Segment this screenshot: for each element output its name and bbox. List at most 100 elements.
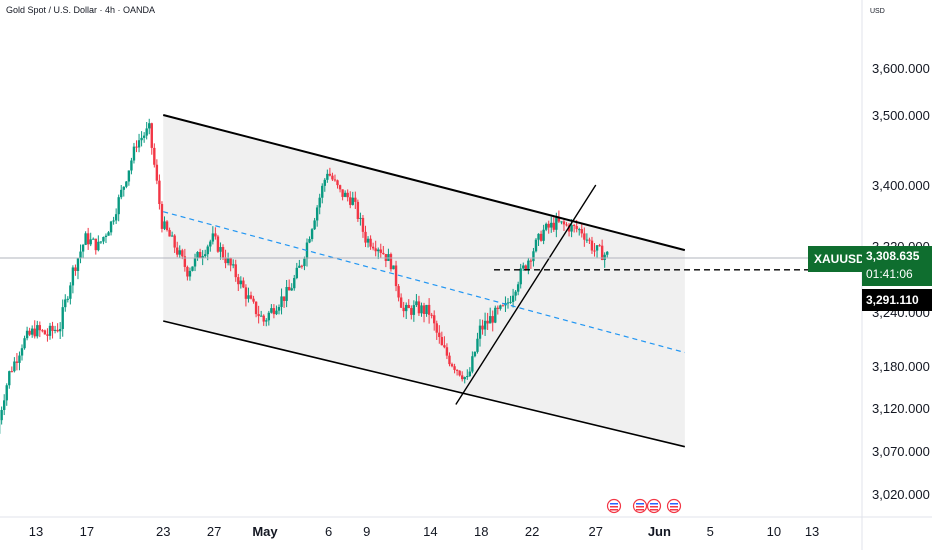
- candle-body: [572, 225, 576, 227]
- candle-body: [181, 250, 184, 257]
- candle-body: [89, 239, 92, 245]
- last-price-tag[interactable]: 3,308.635 01:41:06: [862, 246, 932, 286]
- candle-body: [346, 192, 349, 198]
- time-tick-label: 22: [525, 524, 539, 539]
- candle-body: [524, 265, 528, 270]
- candle-body: [448, 355, 451, 365]
- candle-body: [440, 337, 444, 346]
- candle-body: [163, 221, 166, 229]
- time-tick-label: 5: [707, 524, 714, 539]
- candle-body: [117, 197, 120, 215]
- candle-body: [427, 304, 431, 315]
- candle-body: [5, 385, 8, 401]
- candle-body: [379, 249, 382, 253]
- candle-body: [25, 330, 29, 339]
- price-tick-label: 3,180.000: [872, 359, 930, 374]
- candle-body: [542, 229, 545, 241]
- currency-label: USD: [870, 8, 885, 15]
- candle-body: [120, 189, 123, 198]
- chart-title: Gold Spot / U.S. Dollar · 4h · OANDA: [6, 5, 156, 15]
- candle-body: [491, 316, 494, 323]
- candle-body: [532, 251, 535, 262]
- candle-body: [127, 170, 131, 182]
- candle-body: [46, 334, 49, 336]
- us-flag-icon: [666, 498, 682, 514]
- candle-body: [79, 251, 82, 259]
- time-tick-label: 14: [423, 524, 437, 539]
- candle-body: [560, 221, 563, 223]
- time-tick-label: 13: [805, 524, 819, 539]
- candle-body: [28, 330, 31, 335]
- candle-body: [405, 304, 408, 312]
- candle-body: [145, 128, 148, 136]
- candle-body: [323, 179, 326, 186]
- candle-body: [494, 307, 497, 323]
- price-tick-label: 3,120.000: [872, 401, 930, 416]
- candle-body: [242, 280, 245, 288]
- candle-body: [354, 197, 357, 202]
- candle-body: [247, 295, 250, 299]
- candle-body: [468, 371, 472, 376]
- candle-body: [76, 258, 80, 271]
- candle-body: [575, 226, 578, 230]
- candle-body: [471, 356, 474, 372]
- candle-body: [511, 295, 515, 302]
- line-price-tag[interactable]: 3,291.110: [862, 289, 932, 311]
- candle-body: [298, 265, 301, 268]
- candle-body: [153, 147, 156, 165]
- symbol-tag[interactable]: XAUUSD: [808, 246, 865, 272]
- candle-body: [555, 217, 558, 230]
- candle-body: [198, 252, 202, 259]
- candle-body: [150, 123, 153, 148]
- candle-body: [84, 233, 87, 245]
- candle-body: [216, 236, 220, 252]
- candle-body: [333, 179, 337, 181]
- candle-body: [514, 291, 517, 296]
- candle-body: [61, 307, 64, 329]
- candle-body: [509, 301, 512, 303]
- candle-body: [38, 325, 42, 331]
- channel-upper-line: [162, 114, 686, 252]
- candle-body: [463, 377, 466, 380]
- candle-body: [562, 221, 566, 225]
- candle-body: [478, 325, 482, 339]
- candle-body: [374, 248, 377, 252]
- candle-body: [534, 239, 538, 252]
- candle-body: [270, 308, 273, 313]
- candle-body: [36, 325, 39, 337]
- price-tick-label: 3,500.000: [872, 108, 930, 123]
- candle-body: [43, 330, 47, 335]
- candle-body: [130, 160, 133, 171]
- candle-body: [369, 238, 372, 247]
- candle-body: [417, 301, 421, 314]
- us-flag-icon: [632, 498, 648, 514]
- candle-body: [94, 238, 97, 251]
- candle-body: [196, 252, 199, 258]
- candle-body: [165, 221, 169, 231]
- candle-body: [48, 325, 52, 336]
- candle-body: [249, 295, 253, 299]
- candle-body: [142, 135, 146, 138]
- candle-body: [506, 302, 510, 304]
- candle-body: [237, 277, 240, 285]
- candle-body: [359, 217, 362, 219]
- candle-body: [234, 264, 237, 278]
- candle-body: [313, 220, 316, 230]
- candle-body: [74, 267, 77, 271]
- events-layer: [606, 498, 682, 514]
- candle-body: [527, 260, 530, 270]
- candle-body: [552, 222, 555, 230]
- candle-body: [606, 251, 609, 255]
- candle-body: [107, 232, 110, 236]
- channel-midline: [163, 211, 685, 354]
- candle-body: [438, 332, 441, 338]
- candle-body: [135, 146, 138, 148]
- candle-body: [287, 286, 291, 291]
- candle-body: [583, 233, 586, 240]
- candle-body: [435, 323, 438, 333]
- candle-body: [580, 229, 583, 234]
- candle-body: [69, 285, 72, 299]
- drawings-layer: [162, 114, 862, 448]
- candle-body: [394, 265, 398, 287]
